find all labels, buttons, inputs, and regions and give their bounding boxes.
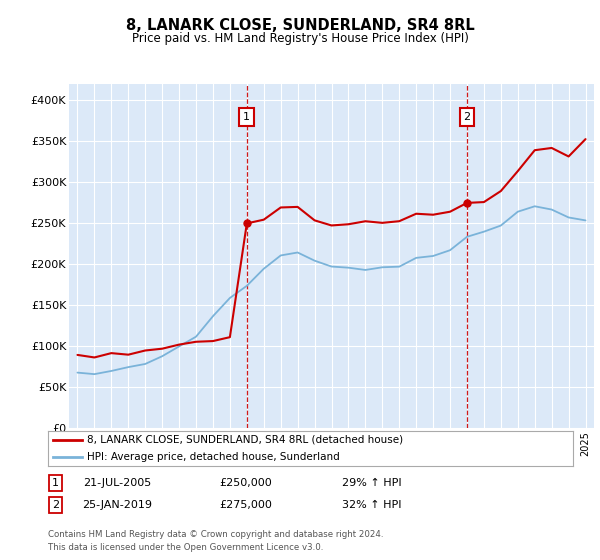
Text: 29% ↑ HPI: 29% ↑ HPI: [342, 478, 402, 488]
Text: £250,000: £250,000: [220, 478, 272, 488]
Text: Contains HM Land Registry data © Crown copyright and database right 2024.
This d: Contains HM Land Registry data © Crown c…: [48, 530, 383, 552]
Text: 2: 2: [52, 500, 59, 510]
Text: 1: 1: [52, 478, 59, 488]
Text: 21-JUL-2005: 21-JUL-2005: [83, 478, 151, 488]
Text: 8, LANARK CLOSE, SUNDERLAND, SR4 8RL: 8, LANARK CLOSE, SUNDERLAND, SR4 8RL: [125, 18, 475, 32]
Text: HPI: Average price, detached house, Sunderland: HPI: Average price, detached house, Sund…: [88, 452, 340, 462]
Text: 25-JAN-2019: 25-JAN-2019: [82, 500, 152, 510]
Text: 8, LANARK CLOSE, SUNDERLAND, SR4 8RL (detached house): 8, LANARK CLOSE, SUNDERLAND, SR4 8RL (de…: [88, 435, 404, 445]
Text: 32% ↑ HPI: 32% ↑ HPI: [342, 500, 402, 510]
Text: 2: 2: [463, 112, 470, 122]
Text: £275,000: £275,000: [220, 500, 272, 510]
Text: Price paid vs. HM Land Registry's House Price Index (HPI): Price paid vs. HM Land Registry's House …: [131, 31, 469, 45]
Text: 1: 1: [244, 112, 250, 122]
